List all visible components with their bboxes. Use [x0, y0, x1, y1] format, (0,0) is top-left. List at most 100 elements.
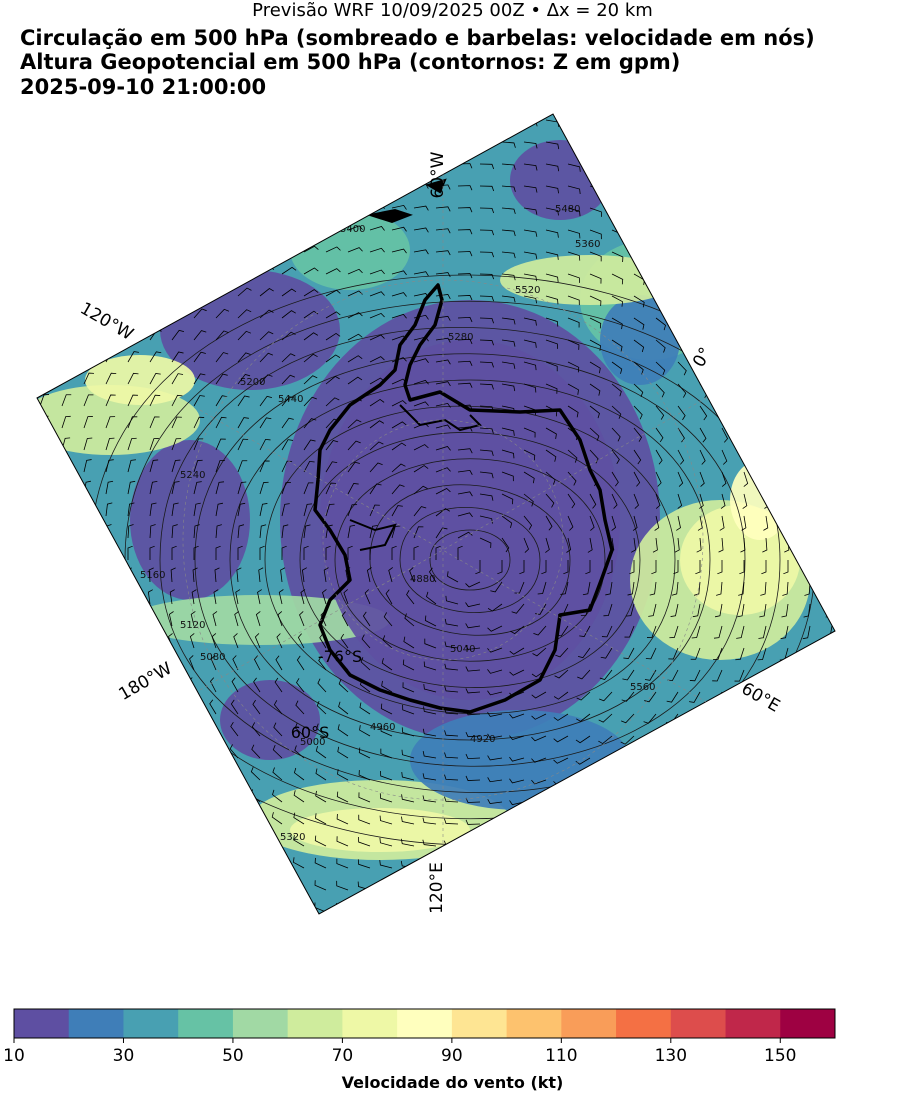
wind-barb	[465, 623, 481, 629]
wind-barb	[531, 735, 547, 742]
wind-barb	[501, 295, 516, 303]
wind-barb	[413, 205, 429, 211]
wind-barb	[37, 743, 41, 759]
wind-barb	[567, 163, 581, 172]
wind-barb	[800, 691, 811, 704]
wind-barb	[600, 647, 613, 659]
wind-barb	[215, 330, 229, 341]
wind-barb	[208, 744, 217, 759]
wind-barb	[730, 911, 745, 914]
wind-barb	[422, 795, 437, 803]
wind-barb	[215, 524, 222, 539]
wind-barb	[633, 339, 645, 353]
wind-barb	[589, 493, 597, 509]
wind-barb	[186, 743, 195, 759]
wind-barb	[699, 405, 708, 421]
wind-barb	[413, 465, 429, 473]
wind-barb	[531, 691, 547, 699]
wind-barb	[423, 661, 437, 671]
wind-barb	[358, 747, 371, 759]
wind-barb	[545, 273, 559, 283]
wind-barb	[249, 833, 261, 847]
wind-barb	[229, 744, 239, 759]
wind-barb	[400, 838, 415, 847]
wind-barb	[162, 877, 173, 891]
wind-barb	[523, 383, 537, 393]
wind-barb	[831, 361, 835, 377]
wind-barb	[293, 767, 305, 781]
wind-barb	[444, 752, 459, 759]
wind-barb	[325, 181, 341, 187]
wind-barb	[237, 309, 252, 319]
wind-barb	[149, 394, 161, 407]
wind-barb	[787, 361, 795, 377]
wind-barb	[829, 493, 835, 509]
wind-barb	[776, 757, 789, 769]
wind-barb	[428, 567, 437, 583]
wind-barb	[479, 273, 495, 280]
wind-barb	[61, 502, 69, 517]
wind-barb	[391, 313, 407, 319]
wind-barb	[531, 823, 547, 828]
wind-speed-region	[600, 295, 680, 385]
wind-barb	[149, 351, 162, 363]
wind-barb	[271, 812, 283, 825]
wind-barb	[37, 699, 41, 715]
wind-barb	[61, 176, 75, 187]
wind-barb	[281, 136, 297, 143]
wind-barb	[509, 735, 525, 740]
wind-barb	[457, 119, 473, 125]
chart-title-line-2: Altura Geopotencial em 500 hPa (contorno…	[20, 50, 681, 74]
wind-barb	[274, 677, 283, 693]
wind-barb	[787, 427, 794, 443]
wind-barb	[532, 647, 547, 657]
wind-barb	[633, 163, 646, 174]
wind-barb	[642, 801, 657, 810]
wind-barb	[754, 757, 767, 769]
wind-barb	[426, 591, 437, 605]
wind-barb	[39, 285, 52, 297]
wind-barb	[237, 114, 253, 121]
wind-barb	[215, 502, 224, 517]
wind-barb	[699, 273, 710, 287]
wind-barb	[391, 161, 407, 167]
wind-barb	[633, 449, 642, 465]
wind-barb	[259, 136, 275, 143]
wind-barb	[105, 480, 114, 495]
wind-barb	[325, 397, 340, 407]
wind-barb	[736, 625, 745, 639]
wind-barb	[589, 361, 601, 374]
wind-barb	[623, 647, 635, 660]
wind-barb	[259, 201, 275, 209]
wind-barb	[721, 141, 733, 154]
wind-barb	[316, 701, 327, 715]
wind-barb	[100, 721, 107, 737]
wind-barb	[292, 901, 305, 913]
wind-barb	[78, 743, 85, 759]
wind-barb	[171, 264, 186, 275]
wind-barb	[237, 352, 251, 363]
wind-barb	[54, 831, 63, 847]
wind-barb	[743, 427, 750, 443]
wind-barb	[347, 524, 356, 539]
wind-barb	[553, 867, 569, 873]
wind-barb	[316, 723, 327, 737]
wind-barb	[677, 295, 688, 309]
wind-barb	[487, 864, 503, 870]
wind-barb	[531, 910, 547, 914]
wind-barb	[801, 669, 811, 683]
wind-barb	[237, 330, 252, 341]
wind-barb	[325, 461, 338, 473]
wind-barb	[37, 633, 43, 649]
wind-barb	[214, 567, 220, 583]
contour-label: 4920	[470, 734, 495, 745]
wind-barb	[303, 202, 319, 209]
colorbar-swatch	[616, 1009, 672, 1038]
wind-barb	[457, 531, 473, 539]
wind-barb	[809, 185, 820, 199]
wind-barb	[690, 647, 701, 660]
wind-barb	[105, 459, 114, 473]
wind-barb	[631, 537, 637, 553]
wind-barb	[281, 545, 287, 560]
wind-barb	[259, 481, 269, 495]
